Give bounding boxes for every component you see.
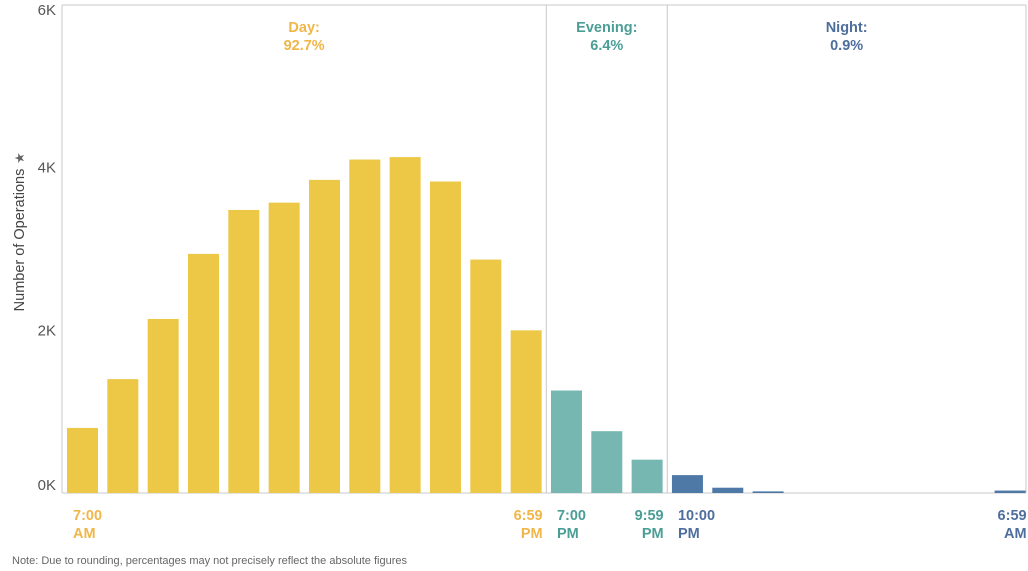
bar-night — [994, 490, 1026, 493]
bar-day — [349, 159, 381, 494]
bar-day — [67, 427, 98, 493]
y-axis-title: Number of Operations — [12, 169, 28, 312]
time-label: AM — [73, 526, 96, 542]
bar-night — [752, 491, 784, 493]
time-label: PM — [521, 526, 543, 542]
segment-percent-evening: 6.4% — [590, 38, 623, 54]
bar-night — [712, 487, 744, 493]
bar-evening — [591, 431, 623, 493]
bar-night — [671, 475, 703, 493]
segment-name-evening: Evening: — [576, 20, 637, 36]
bar-day — [429, 181, 461, 493]
segment-name-night: Night: — [826, 20, 868, 36]
y-tick-label: 6K — [38, 2, 56, 19]
y-tick-label: 2K — [38, 322, 56, 339]
segment-percent-night: 0.9% — [830, 38, 863, 54]
time-label: PM — [557, 526, 579, 542]
time-label: PM — [642, 526, 664, 542]
y-tick-label: 0K — [38, 477, 56, 494]
time-label: 7:00 — [557, 508, 586, 524]
time-label: AM — [1004, 526, 1027, 542]
bar-evening — [550, 390, 582, 493]
y-tick-label: 4K — [38, 160, 56, 177]
bar-day — [510, 330, 542, 493]
bar-day — [147, 318, 179, 493]
time-label: 6:59 — [514, 508, 543, 524]
bar-day — [187, 253, 219, 493]
bar-day — [308, 179, 340, 493]
time-label: 10:00 — [678, 508, 715, 524]
pin-icon: ★ — [12, 152, 27, 164]
bar-evening — [631, 459, 663, 493]
bar-day — [107, 379, 139, 493]
time-label: 6:59 — [998, 508, 1027, 524]
bar-day — [268, 202, 300, 493]
bar-day — [389, 157, 421, 494]
segment-name-day: Day: — [288, 20, 319, 36]
time-label: 9:59 — [635, 508, 664, 524]
time-label: PM — [678, 526, 700, 542]
time-label: 7:00 — [73, 508, 102, 524]
footnote: Note: Due to rounding, percentages may n… — [12, 555, 408, 567]
bar-day — [470, 259, 502, 493]
segment-percent-day: 92.7% — [284, 38, 325, 54]
bar-day — [228, 209, 260, 493]
